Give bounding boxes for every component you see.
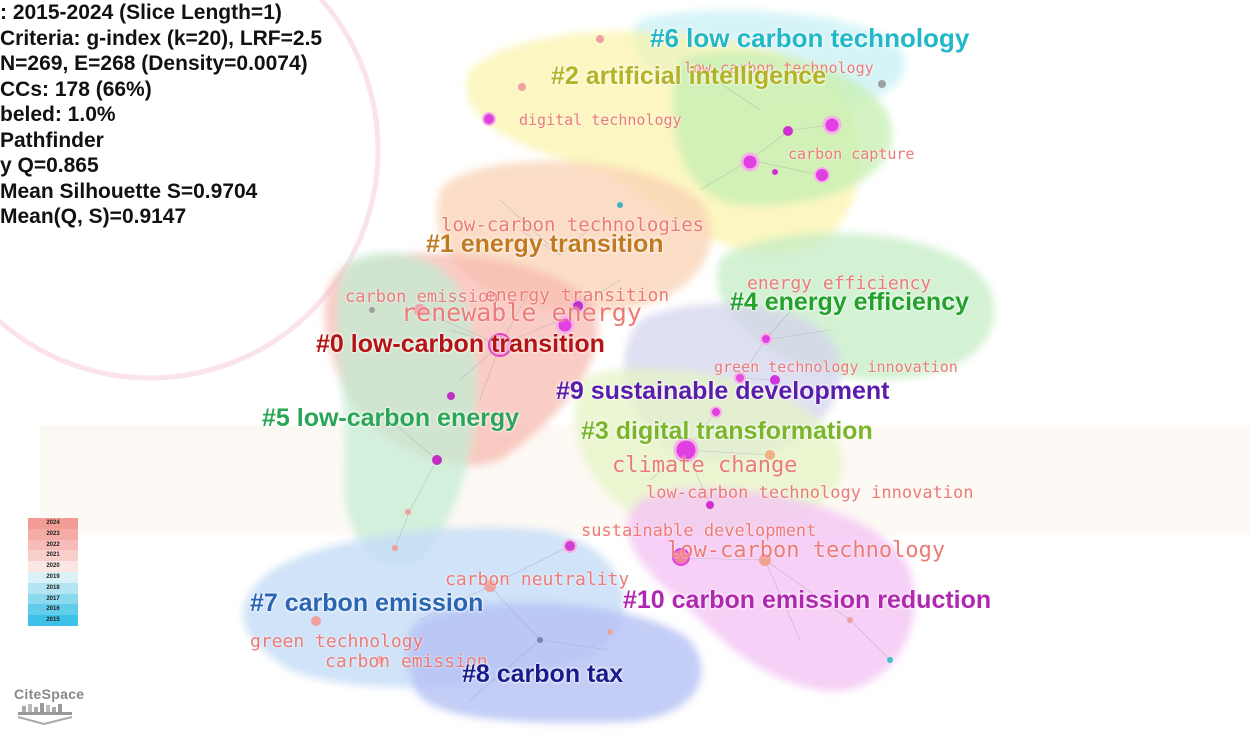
- legend-swatch: 2022: [28, 539, 78, 551]
- cluster-label-10[interactable]: #10 carbon emission reduction: [623, 586, 992, 614]
- cluster-label-9[interactable]: #9 sustainable development: [556, 377, 890, 405]
- keyword-label[interactable]: energy transition: [485, 285, 670, 306]
- keyword-label[interactable]: low carbon technology: [684, 59, 874, 77]
- legend-swatch: 2020: [28, 561, 78, 572]
- keyword-label[interactable]: green technology innovation: [714, 358, 958, 376]
- cluster-label-7[interactable]: #7 carbon emission: [250, 589, 484, 617]
- cluster-label-3[interactable]: #3 digital transformation: [581, 417, 873, 445]
- silhouette-line: Mean Silhouette S=0.9704: [0, 179, 258, 203]
- largest-cc-line: CCs: 178 (66%): [0, 77, 152, 101]
- network-edges: [389, 69, 891, 701]
- year-color-legend: 2024 2023 2022 2021 2020 2019 2018 2017 …: [28, 518, 78, 626]
- keyword-label[interactable]: green technology: [250, 631, 424, 652]
- hull-3: [574, 368, 843, 532]
- keyword-label[interactable]: carbon neutrality: [445, 569, 630, 590]
- cluster-label-1[interactable]: #1 energy transition: [426, 230, 664, 258]
- keyword-label[interactable]: carbon capture: [788, 145, 915, 163]
- keyword-label[interactable]: low-carbon technology innovation: [646, 483, 974, 503]
- cluster-label-6[interactable]: #6 low carbon technology: [650, 23, 970, 53]
- keyword-label[interactable]: renewable energy: [401, 298, 642, 327]
- keyword-label[interactable]: carbon emission: [345, 287, 499, 307]
- hull-8: [406, 602, 702, 723]
- pruning-line: Pathfinder: [0, 128, 104, 152]
- legend-swatch: 2019: [28, 571, 78, 583]
- keyword-label[interactable]: carbon emission: [325, 651, 488, 672]
- cluster-label-0[interactable]: #0 low-carbon transition: [316, 330, 605, 358]
- cluster-label-2[interactable]: #2 artificial intelligence: [551, 62, 827, 90]
- legend-swatch: 2023: [28, 528, 78, 540]
- keyword-label[interactable]: low-carbon technologies: [441, 214, 705, 236]
- selection-criteria-line: Criteria: g-index (k=20), LRF=2.5: [0, 26, 323, 50]
- legend-swatch: 2021: [28, 550, 78, 562]
- network-nodes[interactable]: [311, 35, 893, 664]
- keyword-label[interactable]: energy efficiency: [747, 273, 932, 294]
- keyword-label[interactable]: sustainable development: [581, 521, 817, 541]
- hull-ai-green: [672, 52, 892, 206]
- citespace-logo: CiteSpace: [14, 686, 84, 731]
- logo-books-icon: [17, 703, 73, 726]
- hull-5: [336, 252, 477, 566]
- cluster-hulls: [243, 10, 995, 723]
- keyword-label[interactable]: climate change: [612, 453, 798, 478]
- hull-10: [627, 488, 915, 692]
- timespan-line: : 2015-2024 (Slice Length=1): [0, 1, 282, 24]
- cluster-label-8[interactable]: #8 carbon tax: [462, 660, 624, 688]
- legend-swatch: 2018: [28, 582, 78, 594]
- logo-text: CiteSpace: [14, 686, 85, 702]
- cluster-label-4[interactable]: #4 energy efficiency: [730, 288, 970, 316]
- legend-swatch: 2016: [28, 604, 78, 616]
- network-summary: : 2015-2024 (Slice Length=1) Criteria: g…: [0, 0, 322, 230]
- modularity-line: y Q=0.865: [0, 154, 99, 177]
- keyword-label[interactable]: digital technology: [519, 111, 682, 129]
- labeled-line: beled: 1.0%: [0, 103, 116, 126]
- network-size-line: N=269, E=268 (Density=0.0074): [0, 52, 308, 75]
- harmonic-mean-line: Mean(Q, S)=0.9147: [0, 205, 187, 228]
- keyword-label[interactable]: low-carbon technology: [667, 538, 946, 563]
- legend-swatch: 2015: [28, 615, 78, 626]
- legend-swatch: 2024: [28, 518, 78, 529]
- cluster-label-5[interactable]: #5 low-carbon energy: [262, 404, 520, 432]
- legend-swatch: 2017: [28, 593, 78, 605]
